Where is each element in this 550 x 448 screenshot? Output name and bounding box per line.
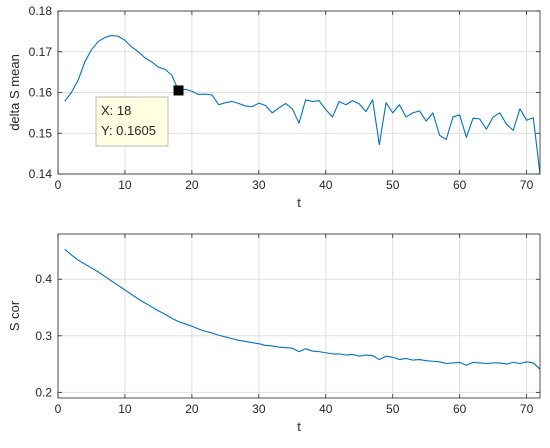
datatip-y-text: Y: 0.1605	[101, 123, 156, 138]
y-tick-label: 0.4	[35, 272, 52, 286]
y-tick-label: 0.2	[35, 385, 52, 399]
y-axis-label: delta S mean	[7, 54, 22, 131]
x-tick-label: 60	[453, 178, 467, 192]
y-axis-label: S cor	[7, 300, 22, 331]
datatip-marker[interactable]	[173, 85, 184, 96]
x-tick-label: 0	[55, 178, 62, 192]
x-tick-label: 40	[319, 402, 333, 416]
x-tick-label: 60	[453, 402, 467, 416]
y-tick-label: 0.18	[29, 4, 53, 18]
x-axis-label: t	[297, 195, 301, 210]
chart-panel-2: 0 10 20 30 40 50 60 70 0.2 0.3 0.4 t S cor	[7, 233, 541, 434]
plot-area	[58, 234, 540, 398]
y-tick-label: 0.3	[35, 329, 52, 343]
x-tick-label: 10	[118, 402, 132, 416]
x-tick-label: 20	[185, 402, 199, 416]
x-tick-label: 50	[386, 402, 400, 416]
x-tick-label: 30	[252, 178, 266, 192]
x-tick-label: 10	[118, 178, 132, 192]
chart-panel-1: 0 10 20 30 40 50 60 70 0.14 0.15 0.16 0.17 0.18 t delt…	[7, 4, 541, 210]
y-tick-label: 0.16	[29, 86, 53, 100]
y-tick-label: 0.14	[29, 167, 53, 181]
datatip-x-text: X: 18	[101, 103, 131, 118]
x-tick-label: 70	[520, 402, 534, 416]
datatip-box	[95, 96, 169, 147]
x-axis-label: t	[297, 419, 301, 434]
series-line	[64, 34, 540, 174]
axes-box	[57, 233, 541, 399]
x-tick-label: 30	[252, 402, 266, 416]
x-tick-label: 0	[55, 402, 62, 416]
x-tick-label: 40	[319, 178, 333, 192]
series-line	[64, 248, 540, 370]
x-tick-label: 20	[185, 178, 199, 192]
x-tick-label: 50	[386, 178, 400, 192]
y-tick-label: 0.15	[29, 126, 53, 140]
x-tick-label: 70	[520, 178, 534, 192]
y-tick-label: 0.17	[29, 45, 53, 59]
